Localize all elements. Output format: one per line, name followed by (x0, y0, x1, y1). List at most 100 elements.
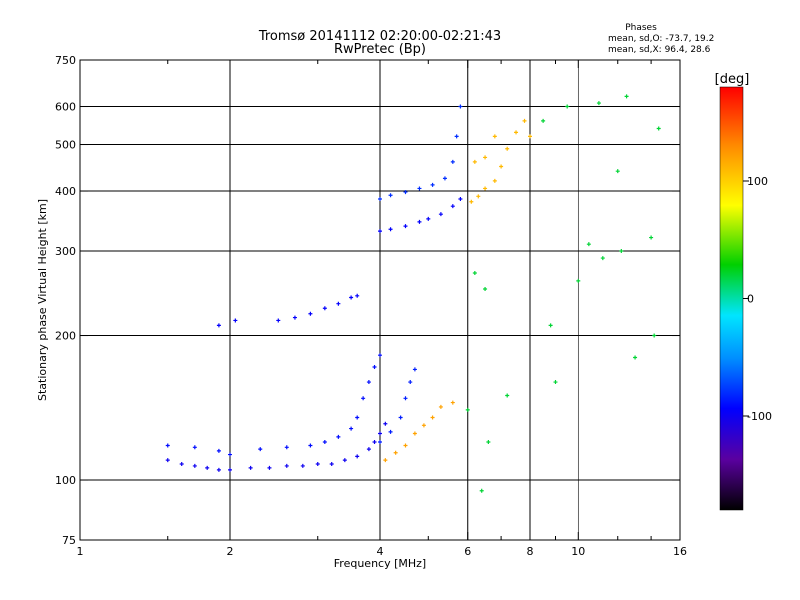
colorbar-tick-label: 100 (747, 175, 768, 188)
echo-point (586, 242, 591, 247)
phases-o-line: mean, sd,O: -73.7, 19.2 (608, 34, 714, 44)
echo-point (421, 423, 426, 428)
echo-point (366, 380, 371, 385)
echo-point (615, 169, 620, 174)
echo-point (454, 134, 459, 139)
echo-point (565, 104, 570, 109)
echo-point (403, 396, 408, 401)
y-tick-label: 200 (55, 330, 76, 343)
echo-point (476, 194, 481, 199)
echo-point (388, 227, 393, 232)
echo-point (465, 407, 470, 412)
echo-point (483, 155, 488, 160)
echo-point (548, 323, 553, 328)
y-tick-label: 75 (62, 534, 76, 547)
echo-point (372, 440, 377, 445)
echo-point (355, 293, 360, 298)
echo-point (276, 318, 281, 323)
echo-point (576, 278, 581, 283)
echo-point (216, 467, 221, 472)
echo-point (349, 426, 354, 431)
echo-point (355, 415, 360, 420)
echo-point (233, 318, 238, 323)
echo-point (378, 440, 382, 445)
echo-point (412, 367, 417, 372)
echo-point (361, 396, 366, 401)
grid-lines (80, 60, 680, 540)
echo-point (553, 380, 558, 385)
phases-heading: Phases (625, 23, 657, 33)
echo-point (228, 452, 232, 457)
echo-point (472, 159, 477, 164)
echo-point (349, 295, 354, 300)
echo-point (438, 212, 443, 217)
echo-point (165, 458, 170, 463)
echo-point (322, 306, 327, 311)
chart-subtitle: RwPretec (Bp) (334, 42, 426, 57)
echo-point (372, 364, 377, 369)
echo-point (383, 421, 388, 426)
echo-point (205, 465, 210, 470)
echo-point (192, 463, 197, 468)
echo-point (499, 164, 504, 169)
echo-point (479, 488, 484, 493)
echo-point (403, 190, 408, 195)
echo-point (541, 118, 546, 123)
x-tick-label: 1 (77, 545, 84, 558)
y-tick-label: 500 (55, 139, 76, 152)
echo-point (378, 431, 382, 436)
echo-point (403, 224, 408, 229)
echo-point (378, 353, 382, 358)
x-tick-label: 16 (673, 545, 687, 558)
echo-point (388, 429, 393, 434)
echo-point (528, 134, 532, 139)
echo-point (450, 159, 455, 164)
echo-point (522, 118, 527, 123)
echo-point (336, 301, 341, 306)
echo-point (596, 101, 601, 106)
echo-point (430, 415, 435, 420)
echo-point (315, 461, 320, 466)
echo-point (216, 448, 221, 453)
echo-point (619, 249, 624, 254)
colorbar-label: [deg] (715, 72, 750, 87)
echo-points (165, 94, 661, 493)
echo-point (284, 445, 289, 450)
echo-point (450, 400, 455, 405)
y-tick-label: 400 (55, 185, 76, 198)
echo-point (412, 431, 417, 436)
echo-point (258, 447, 263, 452)
x-axis-label: Frequency [MHz] (334, 557, 426, 570)
echo-point (458, 197, 463, 202)
echo-point (469, 199, 474, 204)
echo-point (656, 126, 661, 131)
echo-point (417, 186, 422, 191)
echo-point (267, 465, 272, 470)
y-tick-label: 750 (55, 54, 76, 67)
echo-point (624, 94, 629, 99)
echo-point (492, 134, 497, 139)
echo-point (649, 235, 654, 240)
echo-point (300, 463, 305, 468)
echo-point (383, 458, 388, 463)
echo-point (514, 130, 519, 135)
echo-point (378, 229, 382, 234)
echo-point (403, 443, 408, 448)
echo-point (652, 333, 657, 338)
phases-x-line: mean, sd,X: 96.4, 28.6 (608, 45, 711, 55)
echo-point (248, 465, 253, 470)
echo-point (450, 204, 455, 209)
echo-point (192, 445, 197, 450)
echo-point (308, 311, 313, 316)
echo-point (408, 380, 413, 385)
echo-point (284, 463, 289, 468)
echo-point (388, 193, 393, 198)
echo-point (442, 176, 447, 181)
echo-point (342, 458, 347, 463)
echo-point (228, 467, 232, 472)
echo-point (355, 454, 360, 459)
echo-point (417, 219, 422, 224)
x-tick-label: 6 (464, 545, 471, 558)
colorbar-tick-label: -100 (747, 410, 772, 423)
